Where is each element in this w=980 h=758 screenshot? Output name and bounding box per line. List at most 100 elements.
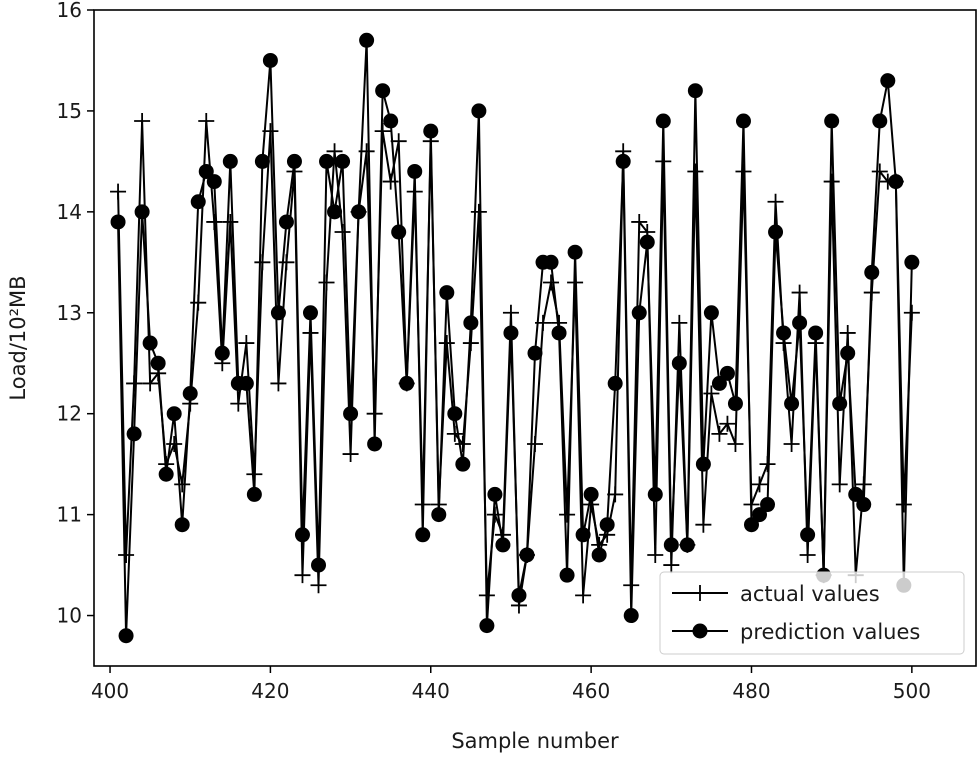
prediction-point [639,234,655,250]
prediction-point [880,73,896,89]
prediction-point [695,456,711,472]
prediction-point [311,557,327,573]
prediction-point [463,315,479,331]
prediction-point [615,153,631,169]
prediction-point [655,113,671,129]
actual-point [711,425,728,442]
actual-point [831,476,848,493]
actual-point [751,476,768,493]
x-tick-label: 420 [251,679,289,703]
actual-point [142,375,159,392]
prediction-point [327,204,343,220]
actual-point [134,113,151,130]
actual-point [559,506,576,523]
prediction-point [575,527,591,543]
prediction-point [399,375,415,391]
prediction-point [359,32,375,48]
prediction-point [792,315,808,331]
y-tick-label: 10 [57,604,82,628]
y-tick-label: 15 [57,99,82,123]
prediction-point [768,224,784,240]
prediction-point [760,497,776,513]
actual-point [342,446,359,463]
actual-point [871,163,888,180]
prediction-point [711,375,727,391]
prediction-point [848,486,864,502]
prediction-point [126,426,142,442]
actual-point [326,143,343,160]
prediction-point [872,113,888,129]
legend-actual-label: actual values [740,582,880,606]
x-axis-label: Sample number [451,729,619,753]
actual-point [174,476,191,493]
prediction-point [415,527,431,543]
prediction-point [174,517,190,533]
actual-point [126,375,143,392]
actual-point [198,113,215,130]
prediction-point [351,204,367,220]
prediction-point [206,174,222,190]
actual-point [470,203,487,220]
actual-point [895,496,912,513]
prediction-point [519,547,535,563]
prediction-point [110,214,126,230]
x-tick-label: 440 [412,679,450,703]
x-tick-label: 480 [732,679,770,703]
legend-actual-marker [692,585,708,601]
prediction-point [784,396,800,412]
actual-point [118,546,135,563]
prediction-point [511,587,527,603]
actual-point [663,557,680,574]
prediction-point [118,628,134,644]
actual-point [703,385,720,402]
actual-point [270,375,287,392]
prediction-point [431,507,447,523]
actual-point [502,304,519,321]
prediction-point [631,305,647,321]
prediction-point [455,456,471,472]
plot-frame [93,9,977,667]
prediction-point [832,396,848,412]
prediction-point [198,163,214,179]
prediction-point [319,153,335,169]
legend-prediction-marker [692,623,708,639]
prediction-point [687,83,703,99]
prediction-point [262,52,278,68]
actual-point [190,294,207,311]
prediction-point [222,153,238,169]
actual-point [206,213,223,230]
prediction-point [367,436,383,452]
legend-prediction-label: prediction values [740,620,920,644]
prediction-point [391,224,407,240]
prediction-point [583,486,599,502]
actual-point [671,314,688,331]
prediction-point [776,325,792,341]
prediction-point [904,254,920,270]
prediction-point [142,335,158,351]
y-tick-label: 13 [57,301,82,325]
prediction-point [559,567,575,583]
prediction-point [423,123,439,139]
actual-point [719,415,736,432]
actual-point [687,163,704,180]
prediction-point [840,345,856,361]
prediction-point [447,406,463,422]
prediction-point [623,608,639,624]
y-axis-label: Load/10²MB [6,275,30,400]
prediction-point [551,325,567,341]
prediction-point [663,537,679,553]
legend: actual values prediction values [659,571,965,655]
actual-point [575,587,592,604]
actual-point [903,304,920,321]
prediction-point [591,547,607,563]
x-tick-label: 460 [572,679,610,703]
prediction-point [856,497,872,513]
prediction-point [190,194,206,210]
prediction-point [158,466,174,482]
prediction-point [383,113,399,129]
prediction-point [487,486,503,502]
prediction-point [343,406,359,422]
actual-point [791,284,808,301]
actual-point [334,224,351,241]
prediction-point [495,537,511,553]
